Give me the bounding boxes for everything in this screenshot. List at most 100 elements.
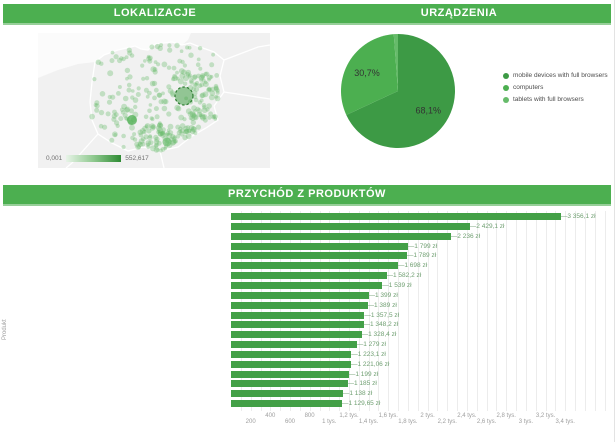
bar-value-label: —1 223,1 zł [351,350,386,358]
gridline [506,211,508,411]
bar-row-8[interactable]: —1 399 zł [231,291,398,299]
bar-row-12[interactable]: —1 328,4 zł [231,331,396,339]
bar-value-label: —2 429,1 zł [469,222,505,230]
bar[interactable] [231,370,349,378]
bar[interactable] [231,262,398,270]
x-axis: 200 400 600 800 1 tys. 1,2 tys. 1,4 tys. 1,6 ty… [231,413,612,428]
bar-row-4[interactable]: —1 789 zł [231,252,436,260]
bar-value-label: —1 389 zł [367,301,397,309]
gridline [270,211,272,411]
bar-row-18[interactable]: —1 138 zł [231,390,372,398]
bar[interactable] [231,213,561,220]
bar-row-7[interactable]: —1 539 zł [231,282,412,289]
gridline [319,211,321,411]
bar[interactable] [231,400,342,408]
devices-pie-panel: 68,1% 30,7% [340,33,456,149]
bar[interactable] [231,390,343,398]
bar[interactable] [231,232,451,240]
pie-slice-1[interactable] [340,34,398,115]
bar-row-13[interactable]: —1 279 zł [231,341,386,348]
map-highlight-city[interactable] [162,137,172,147]
x-tick-label: 2,6 tys. [476,419,497,425]
gridline [594,211,596,411]
gridline [309,211,311,411]
bar-value-label: —1 357,5 zł [364,311,400,319]
bar[interactable] [231,291,369,299]
bar-value-label: —1 328,4 zł [361,331,397,339]
pie-slice-2[interactable] [393,33,398,91]
legend-item-1[interactable]: computers [503,84,608,93]
x-tick-label: 3 tys. [518,419,534,425]
bar-row-15[interactable]: —1 221,06 zł [231,360,389,368]
gridline [349,211,350,411]
bar-row-11[interactable]: —1 348,2 zł [231,321,398,329]
bar[interactable] [231,350,352,358]
gridline [496,211,498,411]
bar[interactable] [231,222,470,230]
bar-row-9[interactable]: —1 389 zł [231,301,397,309]
bar-row-1[interactable]: —2 429,1 zł [231,222,504,230]
bar-value-label: —3 356,1 zł [560,213,596,220]
bar-value-label: —1 799 zł [407,242,438,250]
x-tick-label: 2,4 tys. [457,413,477,419]
bar-row-17[interactable]: —1 185 zł [231,380,377,388]
bar-value-label: —1 789 zł [406,252,437,260]
bar-row-6[interactable]: —1 582,2 zł [231,272,421,280]
gridline [240,211,242,411]
bar-value-label: —1 348,2 zł [363,321,399,329]
gridline [339,211,341,411]
bar[interactable] [231,272,387,280]
bar-row-2[interactable]: —2 236 zł [231,232,480,240]
revenue-bar-chart[interactable]: —3 356,1 zł —2 429,1 zł —2 236 zł —1 799 zł… [231,211,612,411]
bar-row-0[interactable]: —3 356,1 zł [231,213,596,220]
bar[interactable] [231,252,407,260]
bar[interactable] [231,321,364,329]
top-header-bar: LOKALIZACJE URZĄDZENIA [3,4,611,25]
x-tick-label: 1,2 tys. [339,413,359,419]
map-highlight-city[interactable] [127,115,137,125]
gridline [407,211,409,411]
gridline [565,211,567,411]
legend-label: mobile devices with full browsers [513,72,608,79]
devices-pie-chart[interactable]: 68,1% 30,7% [340,33,456,149]
gridline [368,211,370,411]
gridline [290,211,291,411]
gridline [299,211,301,411]
bar-row-19[interactable]: —1 129,65 zł [231,400,380,408]
bar[interactable] [231,282,383,289]
bar[interactable] [231,380,348,388]
gridline [604,211,606,411]
gridline [388,211,390,411]
bar[interactable] [231,301,368,309]
bar-value-label: —1 138 zł [342,390,373,398]
bar-value-label: —1 129,65 zł [342,400,381,408]
y-axis-title: Produkt [2,319,8,340]
map-scale-max: 552,617 [125,155,149,162]
x-tick-label: 3,4 tys. [555,419,575,425]
poland-map[interactable] [38,33,270,168]
bar-row-3[interactable]: —1 799 zł [231,242,437,250]
bar-row-16[interactable]: —1 199 zł [231,370,378,378]
map-highlight-warsaw[interactable] [174,86,194,106]
gridline [280,211,282,411]
bar[interactable] [231,341,357,348]
legend-item-0[interactable]: mobile devices with full browsers [503,72,608,81]
bar-row-5[interactable]: —1 698 zł [231,262,427,270]
map-scale-min: 0,001 [46,155,63,162]
gridline [555,211,557,411]
gridline [260,211,262,411]
gridline [398,211,400,411]
legend-label: computers [513,83,544,91]
bar[interactable] [231,242,408,250]
bar[interactable] [231,360,351,368]
pie-slice-0[interactable] [346,34,455,149]
bar-row-14[interactable]: —1 223,1 zł [231,350,386,358]
bar-row-10[interactable]: —1 357,5 zł [231,311,399,319]
bar[interactable] [231,311,365,319]
bar[interactable] [231,331,362,339]
legend-item-2[interactable]: tablets with full browsers [503,96,608,105]
gridline [545,211,547,411]
x-tick-label: 1,6 tys. [378,413,398,419]
gridline [329,211,331,411]
bar-value-label: —1 279 zł [356,341,386,348]
